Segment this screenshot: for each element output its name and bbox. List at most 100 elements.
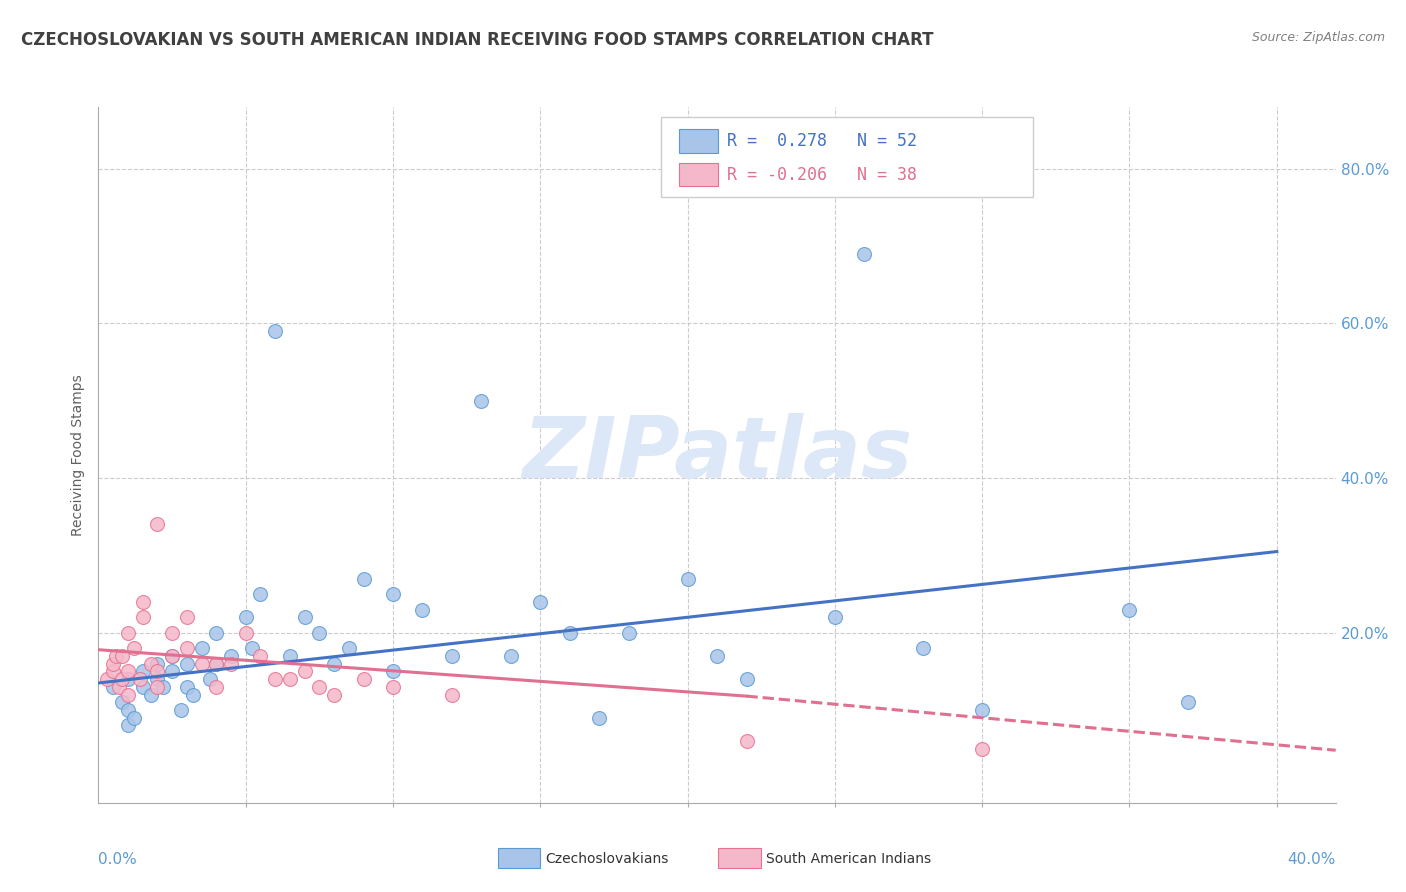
Point <box>117 703 139 717</box>
Point <box>308 625 330 640</box>
Point <box>117 688 139 702</box>
Point <box>131 595 153 609</box>
Point <box>972 741 994 756</box>
Point <box>382 680 405 694</box>
Point <box>117 665 139 679</box>
Point <box>219 648 242 663</box>
Point <box>278 648 301 663</box>
Point <box>294 665 316 679</box>
Point <box>146 657 169 671</box>
Point <box>337 641 360 656</box>
Text: 0.0%: 0.0% <box>98 852 138 866</box>
Point <box>101 665 124 679</box>
Point <box>853 247 876 261</box>
Point <box>160 648 183 663</box>
Point <box>152 680 174 694</box>
Text: ZIPatlas: ZIPatlas <box>522 413 912 497</box>
Point <box>122 711 145 725</box>
Point <box>912 641 935 656</box>
Point <box>117 625 139 640</box>
FancyBboxPatch shape <box>661 118 1032 197</box>
Point <box>558 625 581 640</box>
Point <box>141 688 163 702</box>
Point <box>1177 695 1199 709</box>
Point <box>122 641 145 656</box>
Y-axis label: Receiving Food Stamps: Receiving Food Stamps <box>72 374 86 536</box>
Text: South American Indians: South American Indians <box>766 852 931 866</box>
Point <box>235 625 257 640</box>
Point <box>200 672 222 686</box>
Point <box>131 665 153 679</box>
Point <box>824 610 846 624</box>
Point <box>323 657 346 671</box>
Point <box>101 657 124 671</box>
Point <box>111 648 134 663</box>
Text: R =  0.278   N = 52: R = 0.278 N = 52 <box>727 132 917 150</box>
Point <box>972 703 994 717</box>
Text: 40.0%: 40.0% <box>1288 852 1336 866</box>
FancyBboxPatch shape <box>679 162 718 186</box>
Point <box>240 641 263 656</box>
Point <box>205 657 228 671</box>
Point <box>111 672 134 686</box>
Point <box>249 648 271 663</box>
Point <box>131 610 153 624</box>
Point <box>411 602 433 616</box>
Point <box>323 688 346 702</box>
Point <box>111 695 134 709</box>
Point <box>146 517 169 532</box>
Point <box>382 587 405 601</box>
Point <box>249 587 271 601</box>
Point <box>294 610 316 624</box>
Point <box>160 625 183 640</box>
Point <box>160 665 183 679</box>
Point <box>278 672 301 686</box>
Point <box>440 688 463 702</box>
Point <box>108 680 131 694</box>
Point <box>470 393 492 408</box>
Point <box>101 680 124 694</box>
Point <box>96 672 118 686</box>
Point <box>264 672 287 686</box>
Point <box>176 641 198 656</box>
Point <box>146 672 169 686</box>
Point <box>308 680 330 694</box>
Point <box>146 680 169 694</box>
Point <box>105 648 128 663</box>
Point <box>205 680 228 694</box>
Point <box>264 324 287 338</box>
Point <box>588 711 610 725</box>
Point <box>181 688 204 702</box>
Point <box>170 703 193 717</box>
Point <box>440 648 463 663</box>
Point <box>353 572 375 586</box>
Point <box>205 657 228 671</box>
Point <box>219 657 242 671</box>
Point <box>117 672 139 686</box>
Point <box>128 672 150 686</box>
Text: Source: ZipAtlas.com: Source: ZipAtlas.com <box>1251 31 1385 45</box>
Point <box>176 657 198 671</box>
Point <box>190 641 212 656</box>
Point <box>235 610 257 624</box>
Point <box>735 672 758 686</box>
Point <box>1118 602 1140 616</box>
Point <box>676 572 699 586</box>
Text: Czechoslovakians: Czechoslovakians <box>546 852 669 866</box>
Point <box>617 625 640 640</box>
Point <box>529 595 551 609</box>
Point <box>141 657 163 671</box>
Point <box>353 672 375 686</box>
Point <box>160 648 183 663</box>
Point <box>146 665 169 679</box>
Point <box>176 610 198 624</box>
Point <box>499 648 522 663</box>
Point <box>205 625 228 640</box>
FancyBboxPatch shape <box>679 129 718 153</box>
Point <box>176 680 198 694</box>
Text: R = -0.206   N = 38: R = -0.206 N = 38 <box>727 166 917 184</box>
Text: CZECHOSLOVAKIAN VS SOUTH AMERICAN INDIAN RECEIVING FOOD STAMPS CORRELATION CHART: CZECHOSLOVAKIAN VS SOUTH AMERICAN INDIAN… <box>21 31 934 49</box>
Point <box>117 718 139 732</box>
Point <box>190 657 212 671</box>
Point <box>706 648 728 663</box>
